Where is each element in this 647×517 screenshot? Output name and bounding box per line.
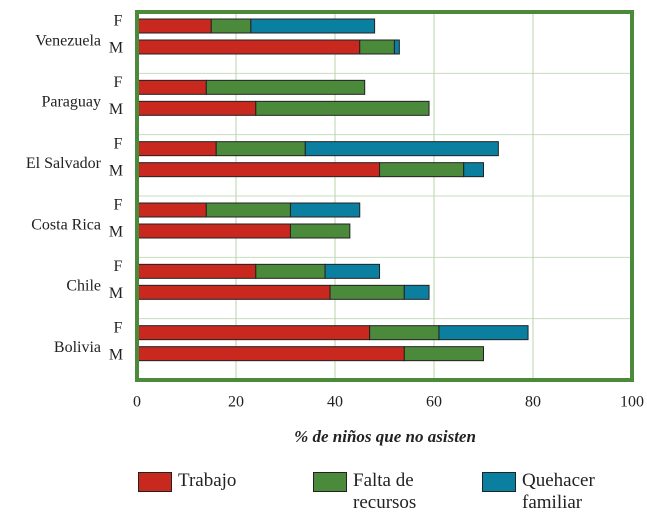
row-label: F xyxy=(114,135,123,152)
bar-segment xyxy=(205,202,291,218)
row-label: M xyxy=(109,40,123,57)
bar-segment xyxy=(136,18,212,34)
bar-segment xyxy=(255,263,326,279)
row-label: F xyxy=(114,319,123,336)
bar-segment xyxy=(250,18,376,34)
bar-segment xyxy=(403,284,430,300)
row-label: F xyxy=(114,197,123,214)
x-tick-label: 40 xyxy=(327,394,343,411)
legend-label: Falta de recursos xyxy=(353,470,417,513)
bar-segment xyxy=(324,263,381,279)
row-label: F xyxy=(114,13,123,30)
legend-label: Trabajo xyxy=(178,470,237,491)
x-tick-label: 80 xyxy=(525,394,541,411)
bar-segment xyxy=(136,79,207,95)
plot-frame xyxy=(135,10,634,382)
bar-segment xyxy=(379,162,465,178)
bar-segment xyxy=(136,346,405,362)
bar-segment xyxy=(136,202,207,218)
country-label: Chile xyxy=(66,278,101,295)
bar-segment xyxy=(136,284,331,300)
country-label: Paraguay xyxy=(41,94,101,111)
chart: % de niños que no asisten 0 20 40 60 80 100 Ve… xyxy=(26,10,644,446)
bar-segment xyxy=(210,18,252,34)
country-label: Bolivia xyxy=(54,339,101,356)
legend-item: Trabajo xyxy=(138,470,278,492)
row-label: M xyxy=(109,346,123,363)
country-label: Costa Rica xyxy=(31,216,101,233)
legend-item: Falta de recursos xyxy=(313,470,453,514)
bar-segment xyxy=(393,39,400,55)
bar-segment xyxy=(369,325,440,341)
bar-segment xyxy=(136,162,381,178)
bar-segment xyxy=(215,141,306,157)
row-label: M xyxy=(109,101,123,118)
country-label: El Salvador xyxy=(26,155,102,172)
legend-label: Quehacer familiar xyxy=(522,470,595,513)
row-label: F xyxy=(114,258,123,275)
legend: Trabajo Falta de recursos Quehacer familia… xyxy=(0,470,647,517)
bar-segment xyxy=(289,202,361,218)
legend-swatch xyxy=(313,472,347,492)
x-axis-title: % de niños que no asisten xyxy=(294,427,476,446)
legend-item: Quehacer familiar xyxy=(482,470,622,514)
x-tick-label: 0 xyxy=(133,394,141,411)
bar-segment xyxy=(463,162,485,178)
bar-segment xyxy=(136,223,291,239)
row-label: M xyxy=(109,162,123,179)
x-tick-label: 60 xyxy=(426,394,442,411)
bar-segment xyxy=(304,141,499,157)
bar-segment xyxy=(136,100,257,116)
bar-segment xyxy=(403,346,484,362)
bar-segment xyxy=(136,263,257,279)
x-tick-label: 100 xyxy=(620,394,644,411)
bar-segment xyxy=(136,141,217,157)
country-label: Venezuela xyxy=(35,32,101,49)
x-tick-label: 20 xyxy=(228,394,244,411)
bar-segment xyxy=(438,325,529,341)
bar-segment xyxy=(255,100,430,116)
row-label: M xyxy=(109,285,123,302)
bar-segment xyxy=(136,325,371,341)
bar-segment xyxy=(136,39,361,55)
bar-segment xyxy=(359,39,395,55)
bar-segment xyxy=(329,284,405,300)
bar-segment xyxy=(205,79,366,95)
legend-swatch xyxy=(482,472,516,492)
legend-swatch xyxy=(138,472,172,492)
row-label: F xyxy=(114,74,123,91)
row-label: M xyxy=(109,224,123,241)
bar-segment xyxy=(289,223,351,239)
